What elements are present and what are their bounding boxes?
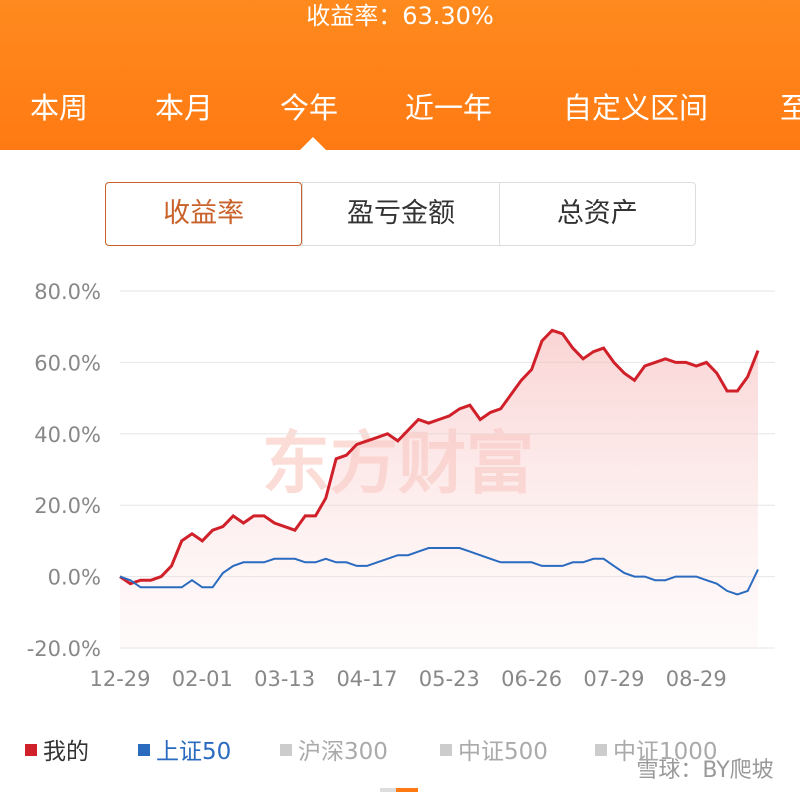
watermark: 雪球：BY爬坡 bbox=[636, 758, 773, 783]
x-tick-label: 07-29 bbox=[583, 667, 644, 691]
legend-swatch bbox=[440, 744, 452, 756]
line bbox=[119, 547, 759, 596]
segment[interactable]: 总资产 bbox=[498, 183, 695, 245]
legend-label: 上证50 bbox=[156, 739, 231, 765]
legend-label: 沪深300 bbox=[298, 739, 388, 765]
legend-label: 中证1000 bbox=[613, 739, 718, 765]
legend-swatch bbox=[595, 744, 607, 756]
x-tick-label: 02-01 bbox=[172, 667, 233, 691]
legend-swatch bbox=[25, 744, 37, 756]
tab[interactable]: 至 bbox=[780, 91, 800, 125]
y-tick-label: 40.0% bbox=[34, 423, 101, 447]
x-tick-label: 08-29 bbox=[666, 667, 727, 691]
segment-control: 收益率 盈亏金额 总资产 bbox=[105, 182, 696, 246]
page-dot bbox=[380, 788, 400, 792]
x-tick-label: 06-26 bbox=[501, 667, 562, 691]
return-text: 收益率：63.30% bbox=[306, 2, 494, 30]
line bbox=[119, 328, 760, 586]
y-tick-label: -20.0% bbox=[27, 637, 101, 661]
area bbox=[120, 330, 758, 648]
x-tick-label: 05-23 bbox=[419, 667, 480, 691]
x-tick-label: 04-17 bbox=[336, 667, 397, 691]
y-tick-label: 60.0% bbox=[34, 351, 101, 375]
legend-label: 中证500 bbox=[458, 739, 548, 765]
legend-label: 我的 bbox=[43, 739, 89, 765]
tab[interactable]: 自定义区间 bbox=[563, 91, 709, 125]
tab[interactable]: 本周 bbox=[30, 91, 89, 125]
legend-swatch bbox=[280, 744, 292, 756]
y-tick-label: 80.0% bbox=[34, 280, 101, 304]
y-tick-label: 20.0% bbox=[34, 494, 101, 518]
tab-indicator bbox=[300, 137, 326, 150]
y-tick-label: 0.0% bbox=[48, 566, 101, 590]
legend-swatch bbox=[138, 744, 150, 756]
page-dot bbox=[396, 788, 418, 792]
tab[interactable]: 本月 bbox=[155, 91, 214, 125]
segment[interactable]: 收益率 bbox=[105, 182, 303, 246]
header: 收益率：63.30% 本周 本月 今年 近一年 自定义区间 至 bbox=[0, 0, 800, 150]
tab[interactable]: 今年 bbox=[280, 91, 339, 125]
x-tick-label: 12-29 bbox=[89, 667, 150, 691]
x-tick-label: 03-13 bbox=[254, 667, 315, 691]
tab[interactable]: 近一年 bbox=[405, 91, 493, 125]
segment[interactable]: 盈亏金额 bbox=[302, 183, 498, 245]
